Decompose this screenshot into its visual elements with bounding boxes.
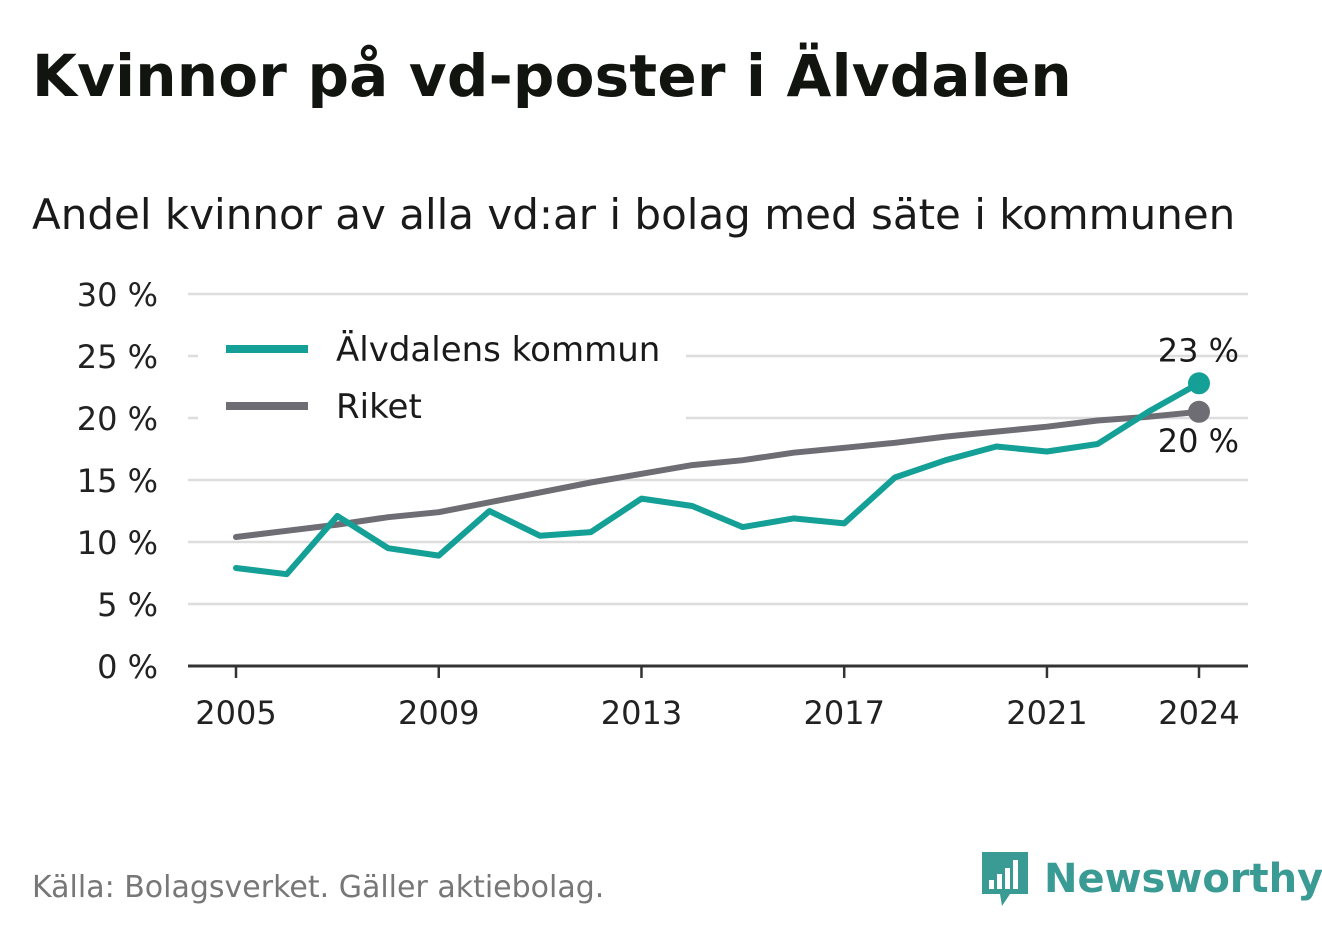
y-axis-tick-labels: 0 % 5 % 10 % 15 % 20 % 25 % 30 % (77, 276, 158, 686)
end-labels: 23 % 20 % (1158, 331, 1239, 460)
y-tick-label: 5 % (97, 586, 158, 624)
legend-label-alvdalen: Älvdalens kommun (336, 330, 660, 370)
y-tick-label: 0 % (97, 648, 158, 686)
bar-chart-speech-bubble-icon (982, 852, 1028, 906)
y-tick-label: 25 % (77, 338, 158, 376)
y-tick-label: 15 % (77, 462, 158, 500)
x-axis: 2005 2009 2013 2017 2021 2024 (188, 664, 1248, 732)
series-line-alvdalen (233, 380, 1202, 578)
brand-logo: Newsworthy (980, 850, 1322, 908)
y-tick-label: 10 % (77, 524, 158, 562)
end-point-alvdalen (1188, 372, 1210, 395)
series-line-riket (233, 408, 1202, 540)
end-label-alvdalen: 23 % (1158, 331, 1239, 369)
legend-label-riket: Riket (336, 387, 422, 427)
brand-name: Newsworthy (1044, 856, 1322, 902)
end-point-riket (1188, 400, 1210, 423)
legend-background (198, 318, 686, 436)
end-label-riket: 20 % (1158, 422, 1239, 460)
chart-subtitle: Andel kvinnor av alla vd:ar i bolag med … (32, 190, 1236, 239)
x-tick-label: 2013 (601, 694, 682, 732)
y-tick-label: 30 % (77, 276, 158, 314)
x-tick-label: 2021 (1006, 694, 1087, 732)
x-tick-label: 2009 (398, 694, 479, 732)
source-note: Källa: Bolagsverket. Gäller aktiebolag. (32, 870, 605, 905)
y-tick-label: 20 % (77, 400, 158, 438)
legend: Älvdalens kommun Riket (198, 318, 686, 436)
chart-title: Kvinnor på vd-poster i Älvdalen (32, 42, 1072, 110)
x-tick-label: 2005 (195, 694, 276, 732)
series-lines (233, 372, 1210, 578)
x-tick-label: 2017 (803, 694, 884, 732)
x-tick-label: 2024 (1158, 694, 1239, 732)
